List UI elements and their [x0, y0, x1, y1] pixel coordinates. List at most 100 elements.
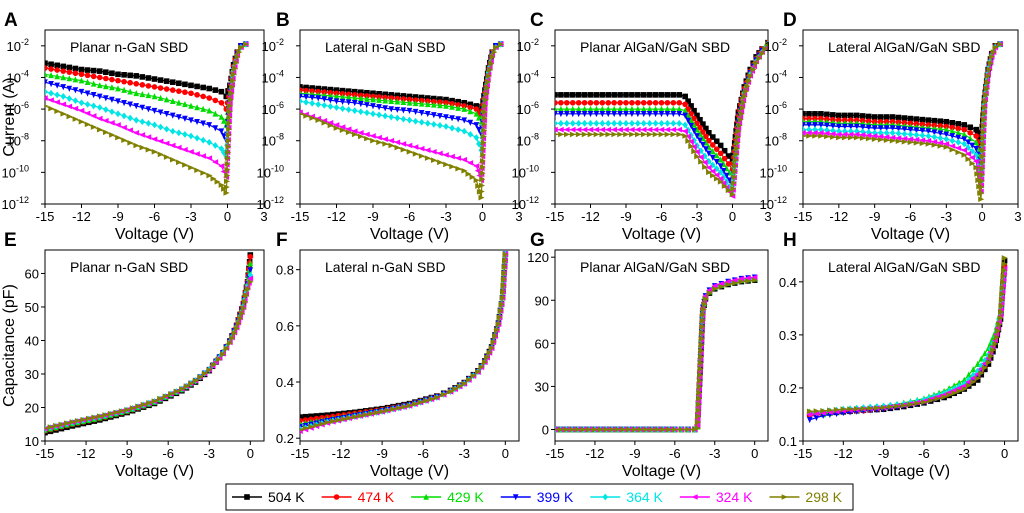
- data-point: [664, 111, 671, 118]
- data-point: [836, 134, 843, 141]
- data-point: [701, 159, 708, 166]
- data-point: [481, 115, 488, 121]
- data-point: [103, 129, 110, 136]
- data-point: [747, 70, 754, 78]
- data-point: [224, 172, 231, 179]
- data-point: [327, 120, 334, 126]
- data-point: [925, 128, 932, 135]
- data-point: [889, 125, 896, 132]
- y-tick-label: 10-8: [765, 132, 787, 149]
- data-point: [847, 134, 855, 141]
- data-point: [865, 113, 872, 120]
- data-point: [877, 125, 884, 132]
- data-point: [969, 160, 976, 167]
- data-point: [684, 133, 691, 140]
- data-point: [212, 87, 219, 93]
- x-tick-label: -3: [941, 209, 953, 224]
- data-point: [646, 126, 653, 133]
- data-point: [806, 411, 813, 418]
- data-point: [430, 149, 437, 155]
- data-point: [157, 109, 164, 116]
- data-point: [603, 426, 610, 433]
- data-point: [919, 132, 926, 139]
- data-point: [339, 127, 346, 133]
- data-point: [979, 165, 986, 172]
- data-point: [694, 153, 701, 160]
- data-point: [557, 126, 564, 133]
- data-point: [937, 143, 944, 149]
- data-point: [700, 129, 706, 135]
- data-point: [709, 142, 716, 148]
- data-point: [853, 406, 861, 412]
- series-364K: [555, 275, 758, 433]
- data-point: [713, 152, 720, 159]
- data-point: [235, 320, 242, 327]
- data-point: [943, 141, 950, 147]
- data-point: [731, 280, 739, 286]
- data-point: [72, 116, 79, 122]
- data-point: [640, 92, 647, 98]
- data-point: [113, 409, 120, 416]
- data-point: [309, 85, 315, 91]
- data-point: [498, 301, 505, 308]
- data-point: [685, 98, 691, 104]
- data-point: [580, 426, 587, 433]
- data-point: [313, 422, 320, 429]
- data-point: [45, 104, 49, 108]
- data-point: [483, 91, 490, 97]
- x-tick-label: -9: [629, 446, 641, 461]
- panel-A: -15 -12 -9 -6 -3 0 310-210-410-610-810-1010-12…: [1, 10, 268, 243]
- data-point: [315, 95, 322, 102]
- data-point: [210, 175, 217, 182]
- data-point: [934, 395, 941, 402]
- data-point: [830, 112, 836, 118]
- y-tick-label: 10-8: [262, 132, 284, 149]
- data-point: [980, 129, 987, 135]
- data-point: [109, 70, 115, 77]
- data-point: [569, 126, 576, 133]
- data-point: [169, 79, 176, 85]
- panel-B: -15 -12 -9 -6 -3 0 3 10-2 10-4 10-6 10-8 10-10 10-12…: [257, 10, 523, 243]
- y-axis-label: Capacitance (pF): [1, 284, 18, 407]
- data-point: [931, 393, 937, 400]
- data-point: [635, 92, 641, 98]
- data-point: [478, 194, 485, 201]
- data-point: [145, 106, 152, 113]
- data-point: [696, 389, 703, 396]
- data-point: [676, 111, 683, 118]
- data-point: [145, 92, 152, 99]
- data-point: [637, 426, 644, 433]
- data-point: [139, 74, 146, 80]
- data-point: [109, 108, 115, 116]
- data-point: [499, 294, 506, 301]
- data-point: [743, 88, 750, 95]
- data-point: [652, 111, 659, 118]
- legend-item: 429 K: [411, 489, 484, 505]
- data-point: [581, 99, 588, 106]
- data-point: [227, 103, 234, 109]
- data-point: [555, 132, 559, 136]
- x-tick-label: 0: [979, 209, 986, 224]
- data-point: [697, 378, 704, 384]
- data-point: [587, 105, 594, 112]
- data-point: [629, 111, 635, 118]
- series-line: [555, 276, 755, 431]
- data-point: [309, 115, 316, 121]
- data-point: [449, 115, 455, 122]
- data-point: [694, 142, 700, 149]
- data-point: [135, 403, 142, 410]
- panel-letter: A: [4, 10, 18, 31]
- data-point: [943, 135, 950, 143]
- series-298K: [300, 41, 505, 201]
- data-point: [699, 317, 706, 324]
- data-point: [709, 134, 716, 140]
- x-tick-label: -6: [149, 209, 161, 224]
- data-point: [376, 91, 382, 97]
- data-point: [907, 115, 914, 122]
- data-point: [388, 106, 395, 113]
- data-point: [697, 154, 704, 160]
- data-point: [400, 115, 407, 123]
- data-point: [206, 85, 213, 92]
- data-point: [223, 345, 230, 352]
- data-point: [485, 79, 492, 85]
